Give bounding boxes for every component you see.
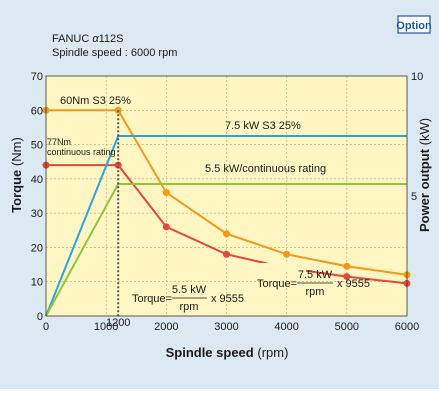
- cont-torque-label-line2: continuous rating: [47, 147, 116, 157]
- s3-formula-numerator: 7.5 kW: [298, 269, 333, 281]
- s3-formula-denominator: rpm: [306, 286, 325, 298]
- option-badge-frame: [397, 15, 431, 34]
- cont-torque-point: [343, 273, 351, 281]
- s3-torque-point: [162, 189, 170, 197]
- s3-formula-backdrop: [256, 263, 306, 272]
- option-badge: Option: [396, 15, 432, 34]
- x-tick-label: 5000: [335, 321, 359, 333]
- x-axis-title: Spindle speed (rpm): [166, 345, 289, 360]
- x-tick-labels: 0 1000 2000 3000 4000 5000 6000 1200: [43, 317, 419, 333]
- cont-formula-suffix: x 9555: [211, 293, 244, 305]
- y2-tick-labels: 5 10: [411, 71, 423, 203]
- x-tick-label: 3000: [214, 321, 238, 333]
- y-tick-label: 40: [31, 174, 43, 186]
- cont-torque-point: [114, 161, 122, 169]
- cont-formula-denominator: rpm: [180, 301, 199, 313]
- s3-torque-point: [223, 230, 230, 238]
- model-name: FANUC α112S: [52, 33, 124, 45]
- y2-tick-label: 10: [411, 71, 423, 83]
- cont-formula-numerator: 5.5 kW: [172, 284, 207, 296]
- cont-torque-label-line1: 77Nm: [47, 137, 71, 147]
- s3-torque-point: [283, 250, 291, 258]
- x-tick-label: 6000: [395, 321, 419, 333]
- y-tick-labels: 0 10 20 30 40 50 60 70: [31, 71, 43, 323]
- s3-power-label: 7.5 kW S3 25%: [225, 120, 301, 132]
- cont-torque-formula: Torque= 5.5 kW rpm x 9555: [132, 284, 244, 313]
- cont-formula-prefix: Torque=: [132, 293, 172, 305]
- y-tick-label: 50: [31, 140, 43, 152]
- y-tick-label: 0: [37, 311, 43, 323]
- s3-formula-prefix: Torque=: [257, 278, 297, 290]
- y-axis-title: Torque (Nm): [9, 137, 24, 213]
- y-tick-label: 20: [31, 242, 43, 254]
- y-tick-label: 70: [31, 71, 43, 83]
- cont-power-label: 5.5 kW/continuous rating: [205, 163, 326, 175]
- cont-torque-point: [223, 250, 230, 258]
- s3-torque-formula: Torque= 7.5 kW rpm x 9555: [256, 263, 370, 298]
- y-tick-label: 30: [31, 208, 43, 220]
- y-tick-label: 10: [31, 277, 43, 289]
- cont-torque-point: [162, 223, 170, 231]
- option-badge-label: Option: [396, 20, 432, 32]
- s3-torque-label: 60Nm S3 25%: [60, 95, 131, 107]
- plot-frame: [45, 75, 408, 317]
- x-tick-label: 0: [43, 321, 49, 333]
- y-tick-label: 60: [31, 105, 43, 117]
- spindle-speed-label: Spindle speed : 6000 rpm: [52, 47, 177, 59]
- y2-axis-title: Power output (kW): [417, 118, 432, 232]
- s3-formula-suffix: x 9555: [337, 278, 370, 290]
- x-tick-label: 4000: [274, 321, 298, 333]
- grid: [46, 76, 407, 316]
- x-tick-label-rated: 1200: [106, 317, 130, 329]
- y2-tick-label: 5: [411, 191, 417, 203]
- s3-torque-point: [343, 262, 351, 270]
- x-tick-label: 1000: [94, 321, 118, 333]
- x-tick-label: 2000: [154, 321, 178, 333]
